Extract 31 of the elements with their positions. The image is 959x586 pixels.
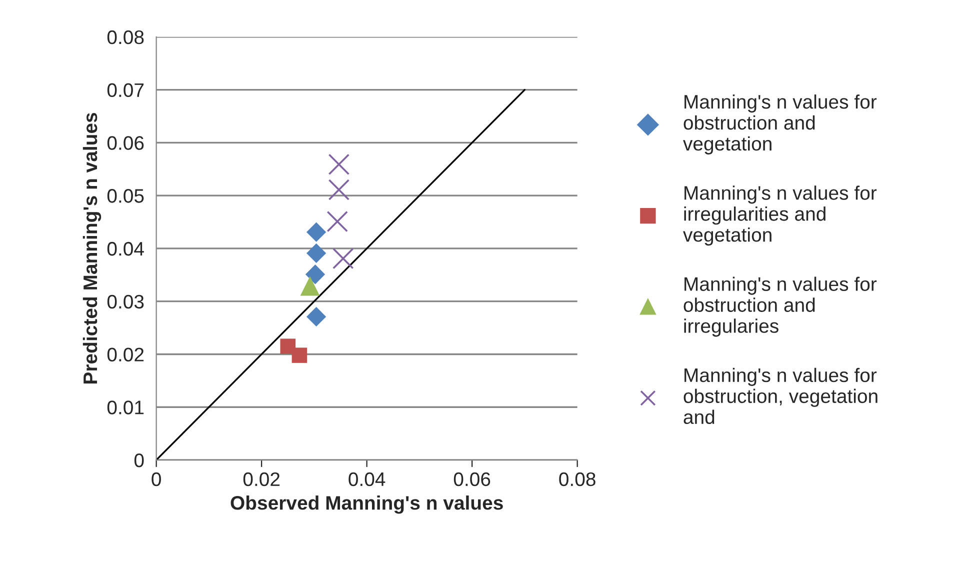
y-axis-title: Predicted Manning's n values	[82, 112, 102, 384]
legend-label: Manning's n values for irregularities and vegetation	[683, 186, 877, 246]
point	[332, 248, 354, 270]
x-tick-label: 0.02	[243, 472, 280, 486]
point	[305, 264, 326, 284]
point	[292, 348, 308, 363]
y-tick-label: 0.01	[107, 400, 144, 414]
x-tick-label: 0.04	[348, 472, 386, 486]
y-tick-label: 0.05	[107, 189, 144, 203]
point	[306, 222, 326, 242]
y-tick-label: 0.08	[107, 30, 144, 44]
point	[328, 179, 350, 200]
y-tick-label: 0.07	[107, 83, 144, 98]
y-tick-label: 0.04	[107, 242, 144, 256]
point	[326, 210, 348, 232]
legend-label: Manning's n values for obstruction and irregularies	[684, 276, 877, 337]
x-tick-label: 0	[152, 472, 161, 486]
point	[306, 243, 326, 264]
x-tick-label: 0.06	[454, 472, 490, 486]
x-axis-title: Observed Manning's n values	[230, 495, 503, 514]
point	[280, 338, 296, 354]
point	[328, 154, 350, 175]
legend-label: Manning's n values for obstruction, vegetation and	[684, 368, 878, 424]
x-tick-label: 0.08	[559, 472, 596, 486]
point	[306, 306, 326, 327]
point	[300, 276, 320, 296]
y-tick-label: 0.03	[107, 294, 144, 309]
y-tick-label: 0.02	[107, 348, 144, 362]
y-tick-label: 0	[134, 453, 144, 468]
legend-label: Manning's n values for obstruction and vegetation	[683, 94, 877, 154]
y-tick-label: 0.06	[107, 136, 144, 150]
